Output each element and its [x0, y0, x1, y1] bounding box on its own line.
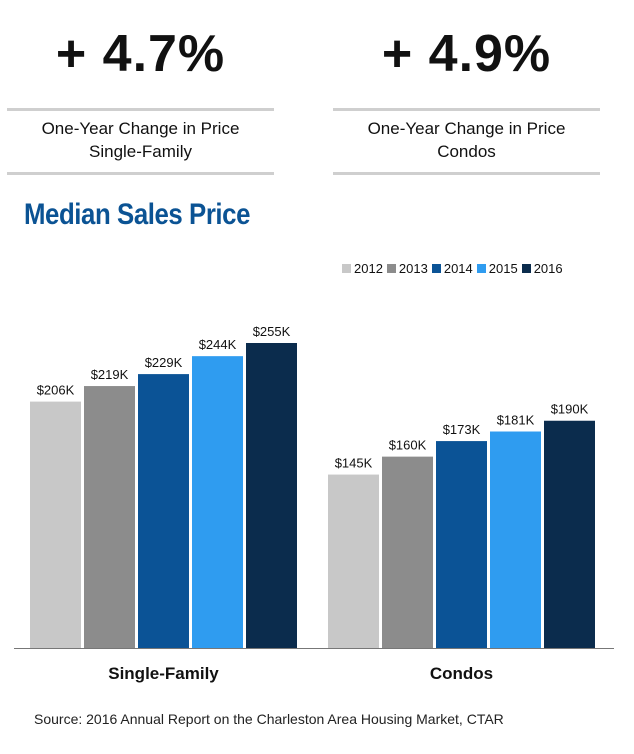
chart-legend: 2012 2013 2014 2015 2016	[342, 261, 567, 276]
legend-swatch	[521, 264, 531, 273]
kpi-description: One-Year Change in Price Single-Family	[7, 111, 274, 172]
bar-condos-2016	[544, 420, 595, 648]
kpi-label: One-Year Change in Price	[41, 119, 240, 138]
legend-label: 2014	[443, 261, 473, 276]
bar-condos-2013	[382, 456, 433, 648]
bar-chart: $206K $219K $229K $244K $255K Single-Family $1…	[14, 324, 614, 683]
bar-single-family-2013	[84, 386, 135, 648]
legend-swatch	[431, 264, 441, 273]
legend-label: 2012	[354, 261, 383, 276]
kpi-description: One-Year Change in Price Condos	[333, 111, 600, 172]
kpi-value: + 4.7%	[55, 25, 226, 83]
divider	[333, 172, 600, 175]
legend-item-2015: 2015	[476, 261, 518, 276]
data-label: $145K	[335, 456, 373, 471]
divider	[7, 172, 274, 175]
bar-single-family-2015	[192, 356, 243, 648]
legend-item-2012: 2012	[342, 261, 383, 276]
category-label: Single-Family	[108, 664, 219, 683]
kpi-single-family: + 4.7% One-Year Change in Price Single-F…	[7, 0, 274, 175]
divider	[333, 108, 600, 111]
legend-item-2013: 2013	[386, 261, 428, 276]
legend-swatch	[342, 264, 351, 273]
source-note: Source: 2016 Annual Report on the Charle…	[34, 711, 504, 727]
data-label: $190K	[551, 402, 589, 417]
bar-single-family-2014	[138, 374, 189, 648]
kpi-category: Condos	[437, 142, 496, 161]
legend-swatch	[386, 264, 396, 273]
legend-item-2014: 2014	[431, 261, 473, 276]
kpi-label: One-Year Change in Price	[367, 119, 566, 138]
bar-condos-2015	[490, 431, 541, 648]
legend-label: 2013	[398, 261, 428, 276]
data-label: $255K	[253, 324, 291, 339]
divider	[7, 108, 274, 111]
bar-single-family-2016	[246, 343, 297, 648]
legend-label: 2016	[533, 261, 563, 276]
data-label: $219K	[91, 367, 129, 382]
data-label: $173K	[443, 422, 481, 437]
data-label: $160K	[389, 438, 427, 453]
data-label: $244K	[199, 337, 237, 352]
category-label: Condos	[430, 664, 493, 683]
bar-condos-2012	[328, 474, 379, 648]
kpi-category: Single-Family	[89, 142, 192, 161]
bar-condos-2014	[436, 441, 487, 648]
bar-single-family-2012	[30, 401, 81, 648]
kpi-condos: + 4.9% One-Year Change in Price Condos	[333, 0, 600, 175]
legend-swatch	[476, 264, 486, 273]
legend-item-2016: 2016	[521, 261, 563, 276]
chart-title: Median Sales Price	[24, 198, 251, 231]
legend-label: 2015	[488, 261, 518, 276]
data-label: $181K	[497, 413, 535, 428]
kpi-value: + 4.9%	[381, 25, 552, 83]
data-label: $206K	[37, 383, 75, 398]
data-label: $229K	[145, 355, 183, 370]
